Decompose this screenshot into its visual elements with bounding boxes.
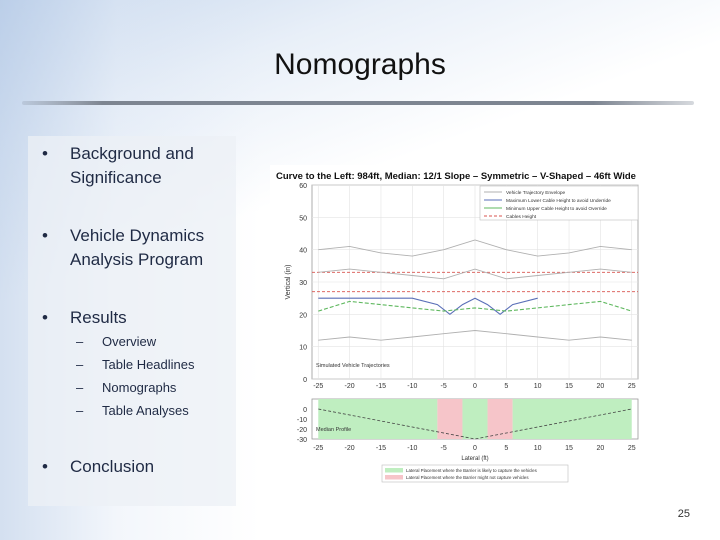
y-tick-label: 60 bbox=[299, 183, 307, 190]
profile-legend-label: Lateral Placement where the Barrier is l… bbox=[406, 468, 538, 473]
y-tick-label: 30 bbox=[299, 280, 307, 287]
region-ok bbox=[318, 399, 438, 439]
y-tick-label: 50 bbox=[299, 215, 307, 222]
profile-y-tick-label: 0 bbox=[303, 407, 307, 414]
page-number: 25 bbox=[677, 508, 690, 520]
x-tick-label: -20 bbox=[345, 383, 355, 390]
y-tick-label: 40 bbox=[299, 248, 307, 255]
profile-x-tick-label: 15 bbox=[565, 445, 573, 452]
series-line-trajectory bbox=[318, 268, 632, 280]
profile-x-tick-label: 10 bbox=[534, 445, 542, 452]
legend-label: Maximum Lower Cable Height to avoid Unde… bbox=[506, 198, 611, 204]
x-tick-label: 10 bbox=[534, 383, 542, 390]
sub-bullet-dash: – bbox=[76, 380, 84, 395]
region-bad bbox=[437, 399, 463, 439]
series-line-trajectory bbox=[318, 239, 632, 257]
profile-x-tick-label: -25 bbox=[313, 445, 323, 452]
sub-bullet-text: Overview bbox=[102, 334, 157, 349]
region-bad bbox=[487, 399, 513, 439]
x-tick-label: -5 bbox=[441, 383, 447, 390]
profile-legend-swatch bbox=[385, 475, 403, 480]
x-tick-label: 25 bbox=[628, 383, 636, 390]
profile-y-tick-label: -30 bbox=[297, 437, 307, 444]
sub-bullet-dash: – bbox=[76, 334, 84, 349]
profile-x-tick-label: -15 bbox=[376, 445, 386, 452]
legend-label: Cables Height bbox=[506, 214, 537, 220]
profile-legend-box bbox=[381, 464, 569, 483]
x-tick-label: -15 bbox=[376, 383, 386, 390]
sub-bullet-text: Nomographs bbox=[102, 380, 177, 395]
title-divider bbox=[22, 101, 694, 105]
sub-bullet-text: Table Headlines bbox=[102, 357, 195, 372]
bullet-text-conclusion: Conclusion bbox=[70, 457, 155, 476]
legend-box bbox=[479, 185, 639, 221]
bullet-dot: • bbox=[42, 144, 48, 163]
y-tick-label: 10 bbox=[299, 345, 307, 352]
profile-x-tick-label: -10 bbox=[407, 445, 417, 452]
x-tick-label: 15 bbox=[565, 383, 573, 390]
bullet-text-background: Background and Significance bbox=[70, 144, 194, 187]
sub-bullet-dash: – bbox=[76, 403, 84, 418]
region-ok bbox=[512, 399, 632, 439]
y-tick-label: 20 bbox=[299, 312, 307, 319]
series-line-trajectory bbox=[318, 330, 632, 341]
profile-y-tick-label: -20 bbox=[297, 427, 307, 434]
x-tick-label: 20 bbox=[596, 383, 604, 390]
legend-label: Vehicle Trajectory Envelope bbox=[506, 190, 566, 196]
nomograph-figure: Curve to the Left: 984ft, Median: 12/1 S… bbox=[270, 165, 690, 485]
sub-bullet-dash: – bbox=[76, 357, 84, 372]
region-ok bbox=[462, 399, 488, 439]
median-profile-line bbox=[318, 408, 632, 440]
bullet-dot: • bbox=[42, 226, 48, 245]
bullet-dot: • bbox=[42, 308, 48, 327]
chart-title: Curve to the Left: 984ft, Median: 12/1 S… bbox=[276, 171, 636, 182]
profile-x-tick-label: 20 bbox=[596, 445, 604, 452]
profile-x-tick-label: -5 bbox=[441, 445, 447, 452]
bullet-dot: • bbox=[42, 457, 48, 476]
series-line-upper bbox=[318, 300, 632, 312]
bullet-panel bbox=[28, 136, 236, 506]
x-tick-label: -10 bbox=[407, 383, 417, 390]
x-tick-label: 5 bbox=[504, 383, 508, 390]
x-tick-label: 0 bbox=[473, 383, 477, 390]
nomograph-svg: Curve to the Left: 984ft, Median: 12/1 S… bbox=[276, 171, 639, 483]
bullet-text-results: Results bbox=[70, 308, 127, 327]
sub-bullet-text: Table Analyses bbox=[102, 403, 189, 418]
profile-x-tick-label: 25 bbox=[628, 445, 636, 452]
profile-x-tick-label: -20 bbox=[345, 445, 355, 452]
x-tick-label: -25 bbox=[313, 383, 323, 390]
profile-x-tick-label: 5 bbox=[504, 445, 508, 452]
legend-label: Minimum Upper Cable Height to avoid Over… bbox=[506, 206, 607, 212]
bullet-text-vehicle-dynamics: Vehicle Dynamics Analysis Program bbox=[70, 226, 205, 269]
page-title: Nomographs bbox=[274, 48, 446, 81]
x-axis-label: Lateral (ft) bbox=[461, 456, 488, 462]
profile-annotation: Median Profile bbox=[316, 427, 351, 433]
plot-annotation: Simulated Vehicle Trajectories bbox=[316, 363, 390, 369]
y-tick-label: 0 bbox=[303, 377, 307, 384]
profile-x-tick-label: 0 bbox=[473, 445, 477, 452]
y-axis-label: Vertical (in) bbox=[285, 264, 292, 299]
profile-y-tick-label: -10 bbox=[297, 417, 307, 424]
profile-legend-swatch bbox=[385, 468, 403, 473]
profile-legend-label: Lateral Placement where the Barrier migh… bbox=[406, 475, 529, 480]
